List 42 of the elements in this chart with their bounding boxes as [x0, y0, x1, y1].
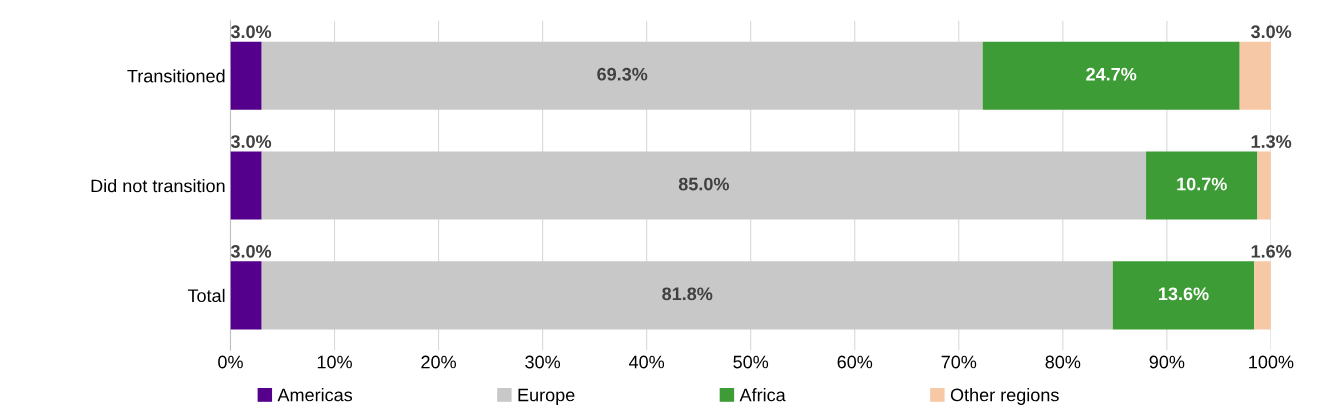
- bar: [230, 261, 262, 330]
- bar: [1254, 261, 1271, 330]
- data-label: 3.0%: [1250, 25, 1292, 39]
- y-tick-label: Did not transition: [91, 179, 225, 193]
- y-tick-label: Transitioned: [127, 69, 225, 83]
- data-label: 81.8%: [662, 287, 713, 301]
- bar: [1257, 151, 1271, 220]
- x-tick-label: 70%: [941, 355, 977, 369]
- bar: [1239, 41, 1271, 110]
- x-tick-label: 80%: [1045, 355, 1081, 369]
- x-tick-label: 10%: [317, 355, 352, 369]
- data-label: 85.0%: [678, 177, 729, 191]
- data-label: 13.6%: [1159, 287, 1209, 301]
- data-label: 69.3%: [597, 67, 648, 81]
- data-label: 3.0%: [230, 25, 272, 39]
- bar: [261, 151, 1147, 220]
- data-label: 3.0%: [230, 135, 272, 148]
- x-tick-label: 90%: [1149, 355, 1185, 369]
- data-label: 10.7%: [1177, 177, 1227, 191]
- bar: [261, 261, 1113, 330]
- x-tick-label: 40%: [628, 355, 665, 369]
- x-tick-label: 60%: [837, 355, 873, 369]
- bar: [1146, 151, 1258, 220]
- data-label: 3.0%: [230, 244, 272, 258]
- x-tick-label: 20%: [421, 355, 456, 369]
- legend-label: Africa: [739, 388, 786, 402]
- bar: [261, 41, 983, 110]
- data-label: 1.3%: [1251, 135, 1292, 148]
- x-tick-label: 30%: [525, 355, 561, 369]
- x-tick-label: 100%: [1249, 355, 1294, 369]
- data-label: 24.7%: [1086, 67, 1137, 81]
- legend-label: Other regions: [950, 388, 1059, 405]
- x-tick-label: 0%: [218, 355, 243, 369]
- bar: [1112, 261, 1255, 330]
- y-tick-label: Total: [187, 288, 225, 303]
- bar: [230, 151, 262, 220]
- legend-label: Europe: [518, 388, 575, 405]
- bar: [230, 41, 262, 110]
- data-label: 1.6%: [1251, 244, 1292, 258]
- bar: [982, 41, 1240, 110]
- x-tick-label: 50%: [733, 355, 769, 369]
- legend-label: Americas: [277, 388, 353, 402]
